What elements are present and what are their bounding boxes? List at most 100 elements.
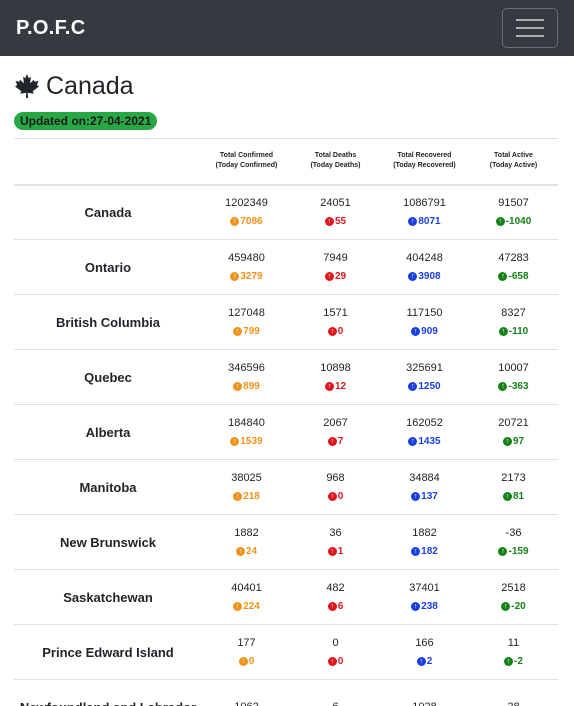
brand-link[interactable]: P.O.F.C xyxy=(16,16,86,39)
confirmed-today: ↑ 218 xyxy=(233,490,260,503)
recovered-total: 1086791 xyxy=(403,197,446,210)
header-confirmed: Total Confirmed (Today Confirmed) xyxy=(202,138,291,186)
main-content: Canada Updated on:27-04-2021 Total Confi… xyxy=(0,56,574,706)
arrow-up-circle-icon: ↑ xyxy=(327,492,337,501)
confirmed-today: ↑ 0 xyxy=(238,655,254,668)
arrow-up-circle-icon: ↑ xyxy=(327,602,337,611)
confirmed-today: ↑ 1539 xyxy=(230,435,263,448)
active-today: ↑ -1040 xyxy=(495,215,532,228)
recovered-today: ↑ 238 xyxy=(411,600,438,613)
active-total: 8327 xyxy=(501,307,526,319)
menu-toggle-button[interactable] xyxy=(502,8,558,48)
recovered-today-value: 2 xyxy=(426,656,433,667)
deaths-total: 482 xyxy=(326,582,345,594)
arrow-up-circle-icon: ↑ xyxy=(408,382,418,391)
active-total: 10007 xyxy=(498,362,529,374)
deaths-cell: 7949 ↑ 29 xyxy=(291,239,380,295)
active-today-value: -1040 xyxy=(505,216,532,228)
recovered-today-value: 137 xyxy=(421,491,438,502)
deaths-today-value: 0 xyxy=(337,656,344,667)
active-total: 28 xyxy=(469,700,558,706)
recovered-total: 37401 xyxy=(409,582,440,594)
confirmed-total: 127048 xyxy=(228,307,265,319)
arrow-up-circle-icon: ↑ xyxy=(230,217,240,227)
active-today: ↑ -658 xyxy=(498,270,529,283)
active-total: 91507 xyxy=(498,197,529,210)
active-today-value: 97 xyxy=(512,436,525,447)
recovered-today-value: 8071 xyxy=(418,216,441,228)
deaths-today-value: 0 xyxy=(337,326,344,337)
deaths-cell: 1571 ↑ 0 xyxy=(291,294,380,350)
deaths-today: ↑ 0 xyxy=(327,325,344,338)
arrow-up-circle-icon: ↑ xyxy=(408,217,418,227)
confirmed-today: ↑ 799 xyxy=(233,325,260,338)
confirmed-total: 177 xyxy=(237,637,256,649)
confirmed-today-value: 224 xyxy=(243,601,260,612)
recovered-today: ↑ 3908 xyxy=(408,270,441,283)
deaths-total: 36 xyxy=(329,527,342,539)
confirmed-cell: 459480 ↑ 3279 xyxy=(202,239,291,295)
deaths-today: ↑ 12 xyxy=(324,380,346,393)
arrow-up-circle-icon: ↑ xyxy=(498,547,508,556)
recovered-cell: 37401 ↑ 238 xyxy=(380,569,469,625)
confirmed-total: 1062 xyxy=(202,700,291,706)
table-row: Canada 1202349 ↑ 7086 24051 ↑ 55 1086791 ↑ 8071 91… xyxy=(14,184,558,240)
confirmed-total: 184840 xyxy=(228,417,265,429)
recovered-today-value: 909 xyxy=(421,326,438,337)
stats-table: Total Confirmed (Today Confirmed) Total D… xyxy=(14,138,558,706)
region-name: Canada xyxy=(14,184,202,240)
deaths-total: 10898 xyxy=(320,362,351,374)
deaths-cell: 24051 ↑ 55 xyxy=(291,184,380,240)
confirmed-total: 459480 xyxy=(228,252,265,264)
recovered-cell: 117150 ↑ 909 xyxy=(380,294,469,350)
navbar: P.O.F.C xyxy=(0,0,574,56)
page-title-text: Canada xyxy=(46,71,134,100)
region-name: Ontario xyxy=(14,239,202,295)
recovered-total: 162052 xyxy=(406,417,443,429)
recovered-today: ↑ 909 xyxy=(411,325,438,338)
active-total: 11 xyxy=(507,637,520,649)
confirmed-total: 1202349 xyxy=(225,197,268,210)
deaths-today: ↑ 29 xyxy=(324,270,346,283)
deaths-today: ↑ 0 xyxy=(327,655,344,668)
region-name: Manitoba xyxy=(14,459,202,515)
deaths-cell: 0 ↑ 0 xyxy=(291,624,380,680)
active-cell: 20721 ↑ 97 xyxy=(469,404,558,460)
recovered-cell: 325691 ↑ 1250 xyxy=(380,349,469,405)
recovered-today-value: 1250 xyxy=(418,381,441,392)
recovered-total: 117150 xyxy=(406,307,443,319)
deaths-today: ↑ 6 xyxy=(327,600,343,613)
arrow-up-circle-icon: ↑ xyxy=(408,272,418,281)
recovered-cell: 404248 ↑ 3908 xyxy=(380,239,469,295)
deaths-total: 0 xyxy=(332,637,339,649)
active-today: ↑ 81 xyxy=(502,490,524,503)
header-region xyxy=(14,138,202,186)
maple-leaf-icon xyxy=(15,74,39,98)
deaths-cell: 968 ↑ 0 xyxy=(291,459,380,515)
arrow-up-circle-icon: ↑ xyxy=(327,437,337,446)
active-today: ↑ -20 xyxy=(501,600,526,613)
arrow-up-circle-icon: ↑ xyxy=(411,547,421,556)
active-today-value: -110 xyxy=(508,326,529,337)
arrow-up-circle-icon: ↑ xyxy=(502,437,512,446)
recovered-total: 325691 xyxy=(406,362,443,374)
recovered-today-value: 1435 xyxy=(418,436,441,447)
confirmed-cell: 1202349 ↑ 7086 xyxy=(202,184,291,240)
active-total: 47283 xyxy=(498,252,529,264)
active-today: ↑ -159 xyxy=(498,545,529,558)
table-row: British Columbia 127048 ↑ 799 1571 ↑ 0 117150 ↑ 9… xyxy=(14,294,558,350)
active-cell: 10007 ↑ -363 xyxy=(469,349,558,405)
confirmed-cell: 127048 ↑ 799 xyxy=(202,294,291,350)
deaths-today: ↑ 1 xyxy=(327,545,343,558)
page-title: Canada xyxy=(14,70,560,102)
arrow-up-circle-icon: ↑ xyxy=(498,382,508,391)
confirmed-cell: 38025 ↑ 218 xyxy=(202,459,291,515)
region-name: Saskatchewan xyxy=(14,569,202,625)
confirmed-today: ↑ 7086 xyxy=(230,215,263,228)
hamburger-menu-icon xyxy=(516,19,544,21)
arrow-up-circle-icon: ↑ xyxy=(327,547,337,556)
deaths-today: ↑ 55 xyxy=(324,215,346,228)
table-row: Saskatchewan 40401 ↑ 224 482 ↑ 6 37401 ↑ 238 2518 ↑… xyxy=(14,569,558,625)
arrow-up-circle-icon: ↑ xyxy=(230,437,240,446)
confirmed-today: ↑ 899 xyxy=(233,380,260,393)
